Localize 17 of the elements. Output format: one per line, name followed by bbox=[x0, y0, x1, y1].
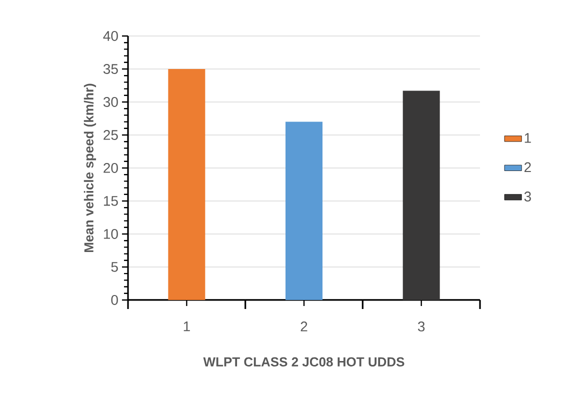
y-tick-label: 30 bbox=[103, 97, 118, 107]
y-tick-label: 10 bbox=[104, 229, 118, 239]
y-tick-label: 25 bbox=[104, 130, 118, 140]
legend-label: 1 bbox=[524, 133, 531, 143]
y-axis-title: Mean vehicle speed (km/hr) bbox=[84, 84, 96, 252]
legend-label: 3 bbox=[524, 192, 531, 202]
y-tick-label: 5 bbox=[111, 262, 118, 272]
x-tick-label: 1 bbox=[184, 322, 190, 332]
x-tick-label: 2 bbox=[300, 322, 308, 332]
y-tick-label: 20 bbox=[104, 163, 118, 173]
y-tick-label: 40 bbox=[103, 31, 118, 41]
x-tick-label: 3 bbox=[418, 322, 425, 332]
y-tick-label: 15 bbox=[104, 196, 118, 206]
legend-label: 2 bbox=[524, 162, 531, 172]
x-axis-title: WLPT CLASS 2 JC08 HOT UDDS bbox=[203, 357, 404, 366]
y-tick-label: 35 bbox=[103, 64, 118, 74]
y-tick-label: 0 bbox=[111, 295, 118, 305]
